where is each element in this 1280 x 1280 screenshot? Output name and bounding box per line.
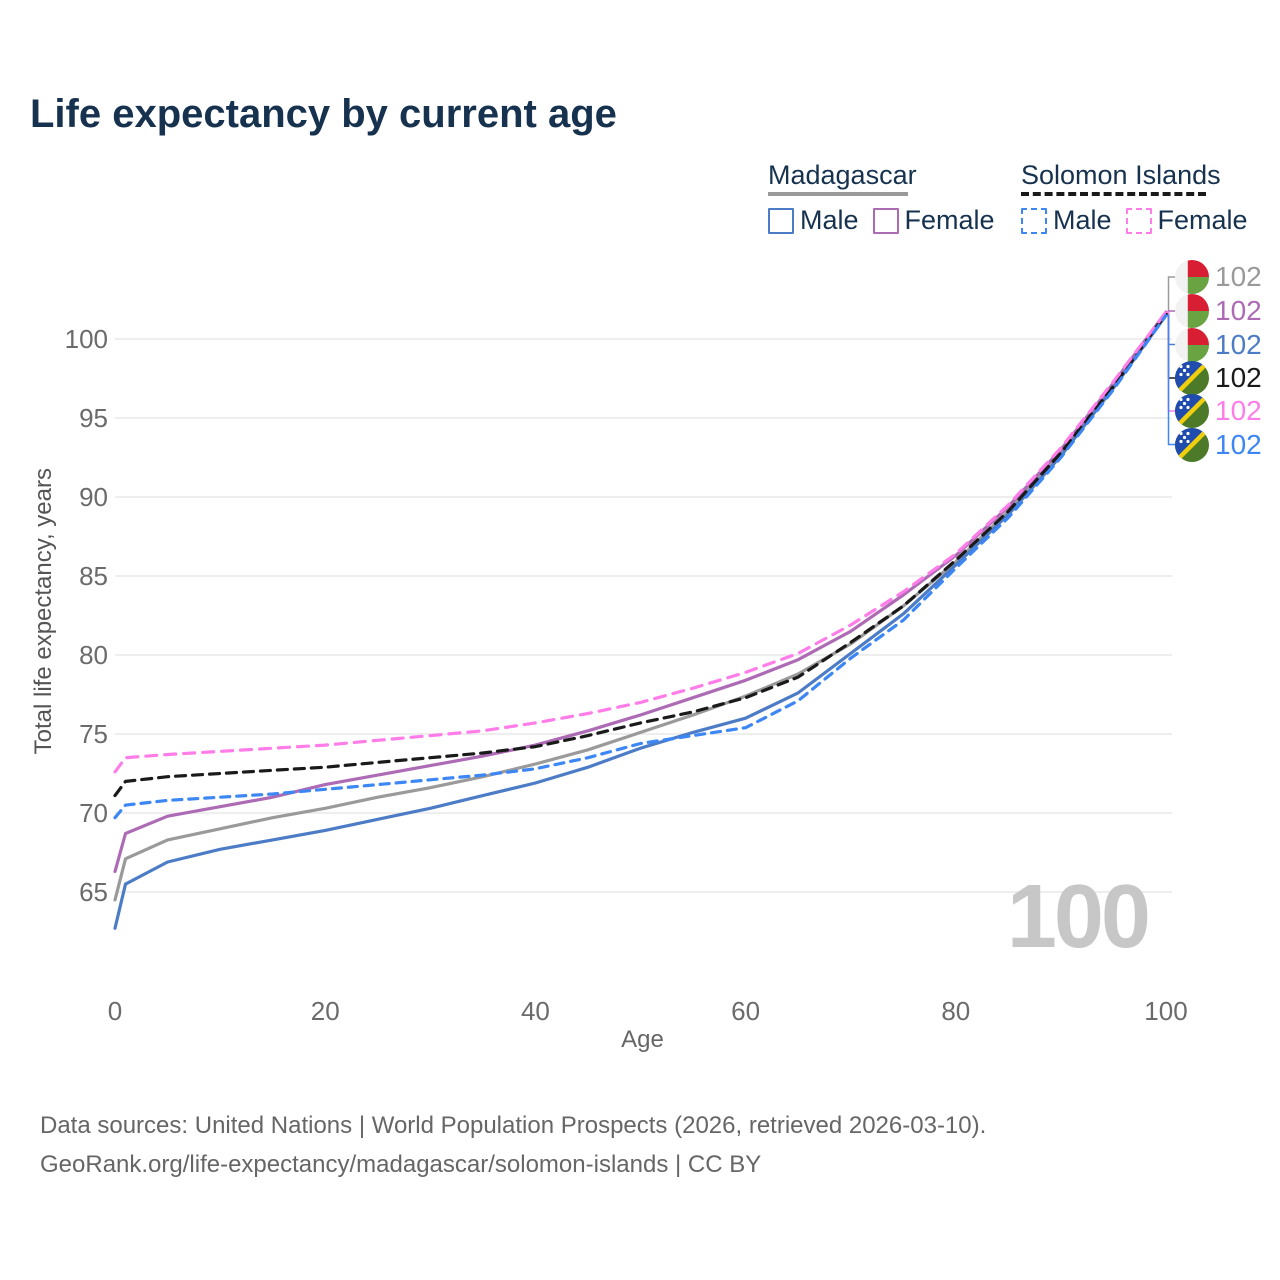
end-label-connector: [1166, 314, 1175, 446]
end-label-solomon-female: 102: [1175, 394, 1262, 428]
legend-solomon-male[interactable]: Male: [1021, 205, 1112, 236]
series-line-0[interactable]: [113, 312, 1168, 902]
x-tick-label: 20: [311, 996, 340, 1026]
y-tick-label: 80: [79, 640, 108, 670]
legend-solomon-female[interactable]: Female: [1125, 205, 1248, 236]
legend-madagascar-female[interactable]: Female: [872, 205, 995, 236]
legend-madagascar-male[interactable]: Male: [768, 205, 859, 236]
series-line-5[interactable]: [113, 313, 1168, 820]
legend-header-solomon-islands: Solomon Islands: [1021, 160, 1221, 190]
end-value: 102: [1215, 395, 1262, 426]
current-age-watermark: 100: [1006, 867, 1151, 967]
madagascar-female-checkbox[interactable]: [872, 207, 899, 234]
end-label-madagascar-female: 102: [1175, 294, 1262, 328]
series-line-1[interactable]: [113, 310, 1168, 874]
madagascar-flag-icon: [1175, 260, 1209, 294]
y-tick-label: 100: [65, 324, 108, 354]
x-tick-label: 100: [1144, 996, 1187, 1026]
y-tick-label: 90: [79, 482, 108, 512]
end-label-solomon-male: 102: [1175, 427, 1262, 462]
series-line-4[interactable]: [113, 310, 1168, 774]
page-title: Life expectancy by current age: [30, 92, 617, 136]
end-label-connector: [1166, 311, 1175, 412]
series-line-2[interactable]: [113, 313, 1168, 930]
legend-group-solomon-islands: Solomon Islands Male Female: [1021, 160, 1248, 236]
y-tick-label: 85: [79, 561, 108, 591]
end-value: 102: [1215, 295, 1262, 326]
madagascar-male-label: Male: [800, 205, 859, 235]
end-label-connector: [1166, 314, 1175, 346]
series-line-3[interactable]: [113, 312, 1168, 798]
y-tick-label: 95: [79, 403, 108, 433]
legend-group-madagascar: Madagascar Male Female: [768, 160, 995, 236]
attribution-line: GeoRank.org/life-expectancy/madagascar/s…: [40, 1151, 762, 1178]
end-value: 102: [1215, 328, 1262, 360]
x-axis-title: Age: [621, 1026, 664, 1053]
solomon-male-checkbox[interactable]: [1021, 207, 1047, 234]
y-tick-label: 65: [79, 877, 108, 907]
solomon-islands-flag-icon: [1175, 427, 1209, 462]
madagascar-flag-icon: [1175, 294, 1209, 328]
footer: Data sources: United Nations | World Pop…: [40, 1106, 986, 1184]
data-sources-line: Data sources: United Nations | World Pop…: [40, 1112, 987, 1139]
end-value: 102: [1215, 362, 1262, 393]
x-tick-label: 80: [941, 996, 970, 1026]
end-label-connector: [1166, 276, 1175, 315]
solomon-female-label: Female: [1157, 205, 1248, 235]
legend-header-madagascar: Madagascar: [768, 160, 917, 190]
end-label-connector: [1166, 312, 1175, 379]
madagascar-female-label: Female: [904, 205, 995, 235]
x-tick-label: 40: [521, 996, 550, 1026]
solomon-islands-line-sample: [1021, 192, 1206, 196]
solomon-islands-flag-icon: [1175, 361, 1209, 395]
end-label-solomon-combined: 102: [1175, 361, 1262, 395]
end-label-madagascar-combined: 102: [1175, 260, 1262, 294]
end-label-madagascar-male: 102: [1175, 327, 1262, 362]
solomon-islands-flag-icon: [1175, 394, 1209, 428]
x-tick-label: 60: [731, 996, 760, 1026]
madagascar-male-checkbox[interactable]: [768, 207, 794, 234]
y-tick-label: 75: [79, 719, 108, 749]
x-tick-label: 0: [108, 996, 122, 1026]
madagascar-line-sample: [768, 192, 908, 196]
madagascar-flag-icon: [1175, 327, 1209, 362]
end-value: 102: [1215, 261, 1262, 292]
end-value: 102: [1215, 428, 1262, 460]
y-tick-label: 70: [79, 798, 108, 828]
solomon-female-checkbox[interactable]: [1125, 207, 1152, 234]
solomon-male-label: Male: [1053, 205, 1112, 235]
